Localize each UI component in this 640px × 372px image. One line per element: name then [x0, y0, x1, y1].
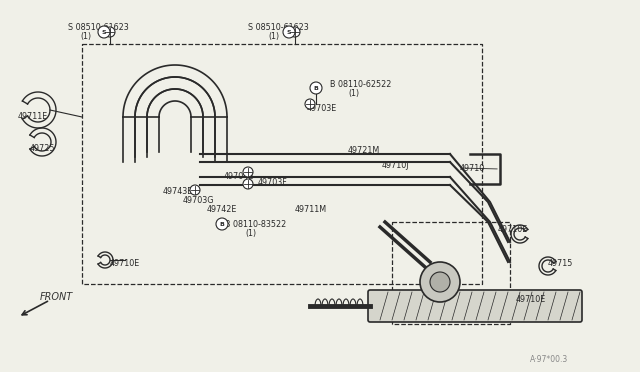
- Text: 49704E: 49704E: [224, 171, 254, 180]
- Text: A·97*00.3: A·97*00.3: [530, 356, 568, 365]
- Circle shape: [310, 82, 322, 94]
- Text: 49725: 49725: [30, 144, 56, 153]
- Text: 49711M: 49711M: [295, 205, 327, 214]
- Text: (1): (1): [268, 32, 279, 41]
- Circle shape: [420, 262, 460, 302]
- Text: (1): (1): [245, 228, 256, 237]
- Circle shape: [283, 26, 295, 38]
- Text: 49711E: 49711E: [18, 112, 48, 121]
- Text: 49710: 49710: [460, 164, 485, 173]
- Circle shape: [216, 218, 228, 230]
- Text: 49710E: 49710E: [498, 224, 528, 234]
- Circle shape: [243, 167, 253, 177]
- Circle shape: [190, 185, 200, 195]
- Text: S: S: [287, 29, 291, 35]
- Text: S: S: [102, 29, 106, 35]
- Circle shape: [305, 99, 315, 109]
- Text: 49710E: 49710E: [110, 259, 140, 267]
- Circle shape: [290, 27, 300, 37]
- Text: 49715: 49715: [548, 260, 573, 269]
- Text: B 08110-83522: B 08110-83522: [225, 219, 286, 228]
- Circle shape: [105, 27, 115, 37]
- Text: FRONT: FRONT: [40, 292, 73, 302]
- Text: (1): (1): [348, 89, 359, 97]
- FancyBboxPatch shape: [368, 290, 582, 322]
- Text: S 08510-61623: S 08510-61623: [248, 22, 308, 32]
- Circle shape: [243, 179, 253, 189]
- Text: 49703G: 49703G: [183, 196, 214, 205]
- Text: 49742E: 49742E: [207, 205, 237, 214]
- Text: 49743E: 49743E: [163, 186, 193, 196]
- Text: 49703E: 49703E: [307, 103, 337, 112]
- Text: B: B: [220, 221, 225, 227]
- Text: (1): (1): [80, 32, 91, 41]
- Text: B 08110-62522: B 08110-62522: [330, 80, 392, 89]
- Text: 49710J: 49710J: [382, 160, 410, 170]
- Circle shape: [430, 272, 450, 292]
- Text: S 08510-61623: S 08510-61623: [68, 22, 129, 32]
- Text: 49703F: 49703F: [258, 177, 288, 186]
- Text: B: B: [314, 86, 319, 90]
- Text: 49721M: 49721M: [348, 145, 380, 154]
- Circle shape: [98, 26, 110, 38]
- Text: 49710E: 49710E: [516, 295, 547, 305]
